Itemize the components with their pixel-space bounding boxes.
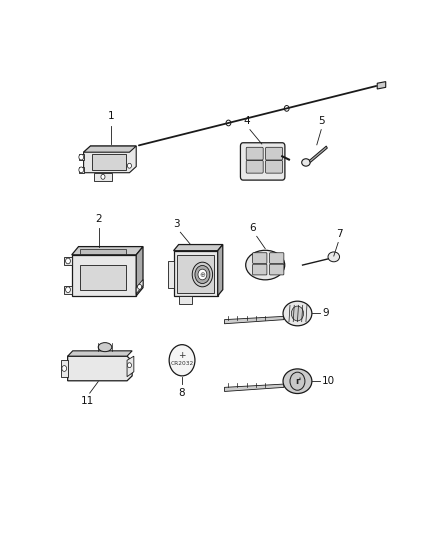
Circle shape (66, 258, 71, 264)
Circle shape (127, 363, 131, 368)
Circle shape (198, 269, 207, 280)
Text: 4: 4 (243, 116, 250, 126)
Circle shape (291, 306, 304, 321)
Polygon shape (84, 146, 136, 152)
Polygon shape (72, 247, 143, 255)
FancyBboxPatch shape (92, 154, 126, 170)
FancyBboxPatch shape (270, 253, 284, 263)
FancyBboxPatch shape (253, 253, 267, 263)
Circle shape (62, 366, 67, 372)
Ellipse shape (283, 301, 312, 326)
Circle shape (226, 120, 231, 126)
FancyBboxPatch shape (246, 160, 263, 173)
Polygon shape (179, 296, 192, 304)
Polygon shape (78, 154, 84, 160)
Polygon shape (64, 257, 72, 265)
FancyBboxPatch shape (253, 264, 267, 275)
FancyBboxPatch shape (177, 255, 214, 293)
Polygon shape (309, 146, 327, 163)
FancyBboxPatch shape (270, 264, 284, 275)
Text: 11: 11 (81, 397, 94, 406)
Text: 1: 1 (107, 111, 114, 122)
Circle shape (79, 167, 84, 173)
Polygon shape (94, 173, 113, 181)
Polygon shape (78, 166, 84, 173)
Text: 5: 5 (318, 116, 325, 126)
Ellipse shape (328, 252, 339, 262)
FancyBboxPatch shape (265, 160, 283, 173)
Polygon shape (67, 351, 132, 356)
Polygon shape (136, 247, 143, 296)
Circle shape (101, 174, 105, 179)
Polygon shape (224, 384, 284, 391)
FancyBboxPatch shape (240, 143, 285, 180)
Polygon shape (67, 356, 132, 381)
Circle shape (284, 106, 289, 111)
Polygon shape (136, 279, 143, 294)
FancyBboxPatch shape (173, 251, 218, 296)
Text: 8: 8 (179, 388, 185, 398)
Text: CR2032: CR2032 (170, 361, 194, 366)
FancyBboxPatch shape (80, 265, 126, 290)
Circle shape (195, 265, 210, 284)
Circle shape (127, 163, 131, 168)
Polygon shape (218, 245, 223, 296)
Circle shape (169, 345, 195, 376)
Text: ґ: ґ (295, 377, 300, 386)
Polygon shape (64, 286, 72, 294)
Circle shape (138, 284, 141, 289)
Ellipse shape (283, 369, 312, 393)
FancyBboxPatch shape (246, 147, 263, 160)
Polygon shape (173, 245, 223, 251)
FancyBboxPatch shape (265, 147, 283, 160)
Ellipse shape (302, 159, 310, 166)
FancyBboxPatch shape (80, 249, 126, 254)
Polygon shape (169, 261, 173, 288)
Text: 3: 3 (173, 220, 180, 229)
Text: 9: 9 (322, 309, 328, 319)
Polygon shape (127, 356, 134, 377)
Circle shape (66, 287, 71, 293)
Text: 2: 2 (95, 214, 102, 224)
Ellipse shape (98, 343, 112, 352)
Circle shape (192, 262, 212, 287)
Polygon shape (61, 360, 67, 377)
Circle shape (79, 154, 84, 160)
Polygon shape (224, 317, 284, 324)
Circle shape (290, 372, 305, 390)
Text: +: + (178, 351, 186, 360)
Ellipse shape (246, 251, 285, 280)
Text: ⊕: ⊕ (199, 271, 205, 278)
Polygon shape (72, 255, 136, 296)
Text: 6: 6 (249, 223, 256, 233)
Polygon shape (84, 146, 136, 173)
Text: 10: 10 (322, 376, 335, 386)
Polygon shape (377, 82, 386, 89)
Text: 7: 7 (336, 229, 343, 239)
